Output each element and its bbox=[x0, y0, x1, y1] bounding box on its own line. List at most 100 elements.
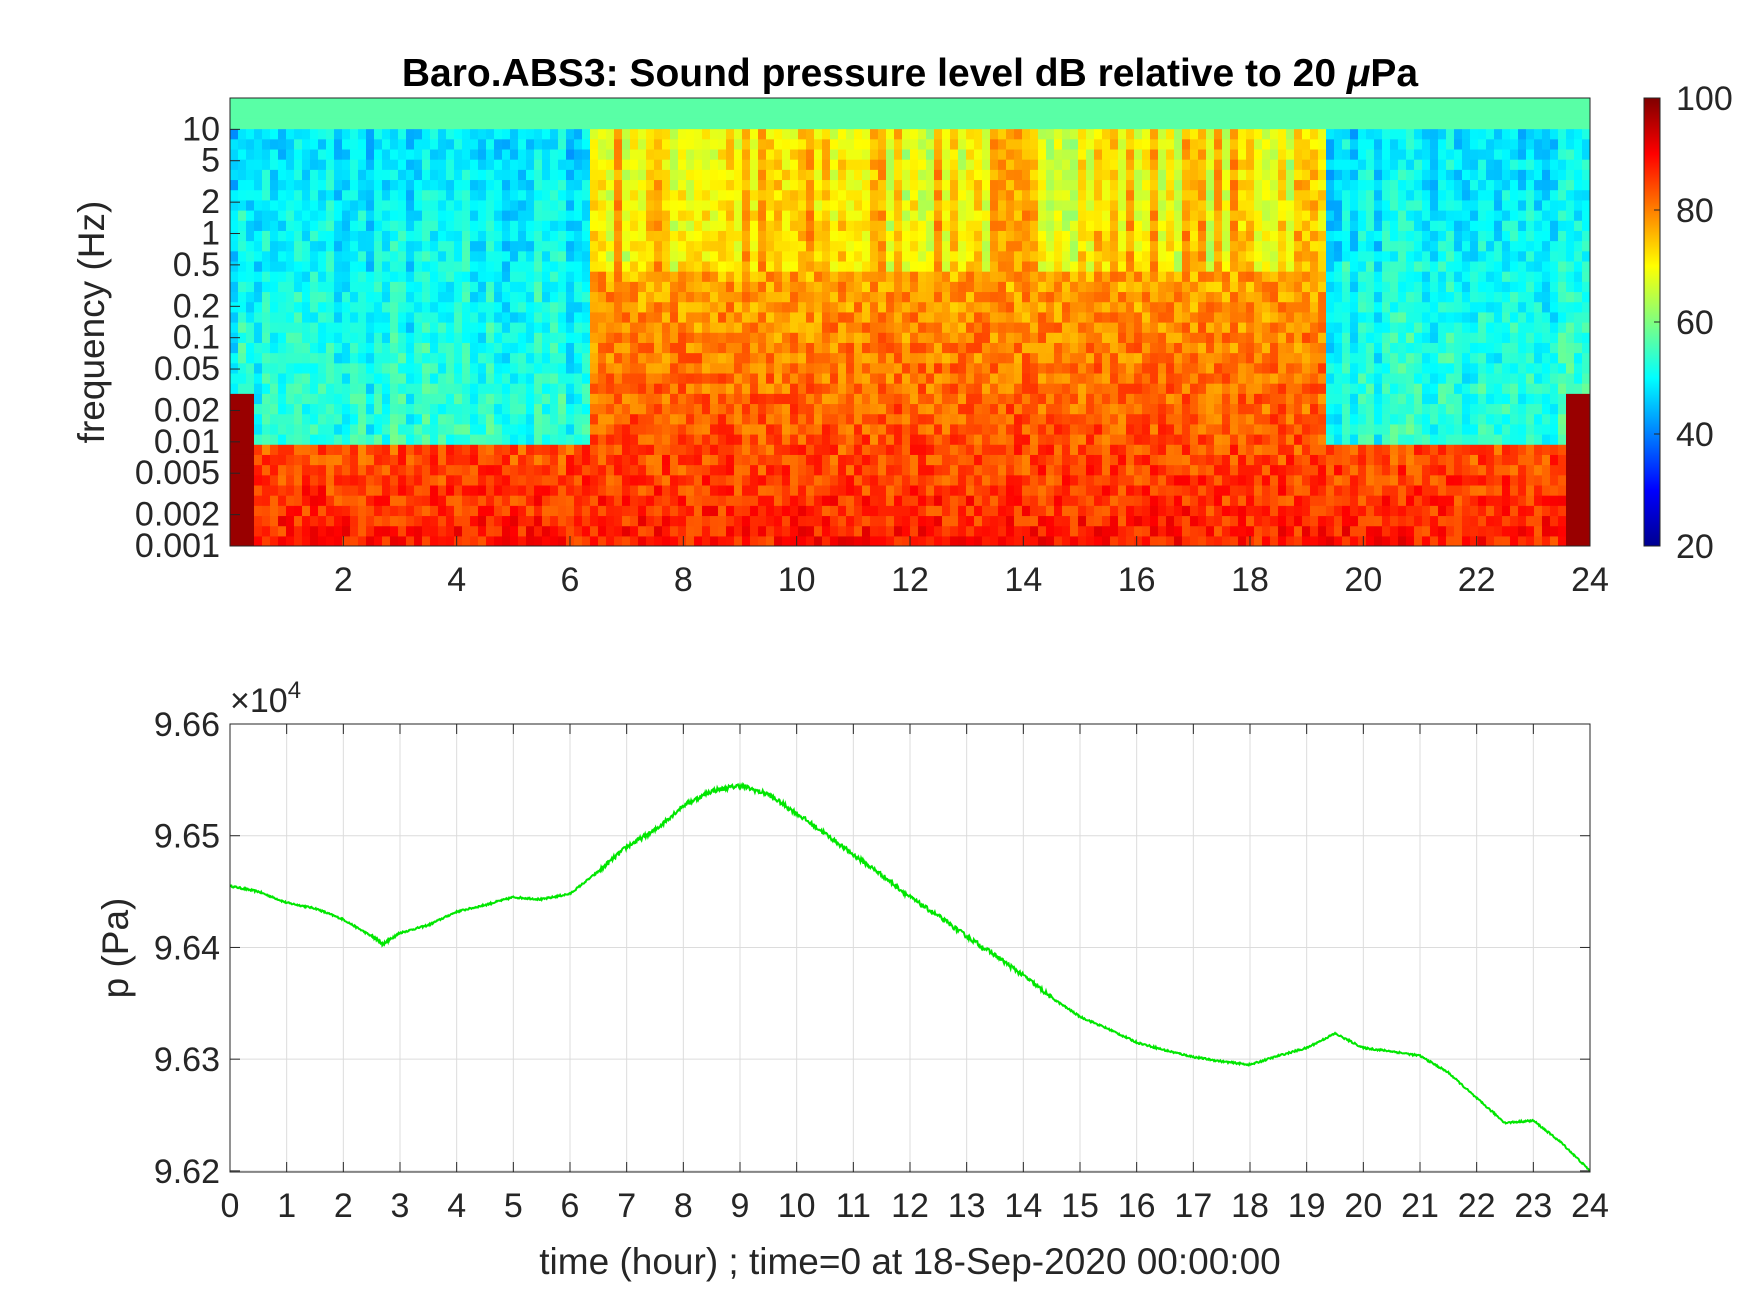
spectrogram-cell bbox=[558, 230, 567, 242]
spectrogram-cell bbox=[398, 118, 407, 130]
spectrogram-cell bbox=[838, 535, 847, 546]
spectrogram-cell bbox=[734, 525, 743, 537]
spectrogram-cell bbox=[1006, 454, 1015, 466]
spectrogram-cell bbox=[766, 199, 775, 211]
spectrogram-cell bbox=[486, 128, 495, 140]
spectrogram-cell bbox=[974, 383, 983, 394]
spectrogram-cell bbox=[662, 159, 671, 170]
spectrogram-cell bbox=[358, 128, 367, 140]
spectrogram-cell bbox=[502, 138, 511, 150]
spectrogram-cell bbox=[1126, 474, 1135, 486]
spectrogram-cell bbox=[366, 260, 375, 272]
spectrogram-cell bbox=[302, 495, 311, 506]
spectrogram-cell bbox=[814, 383, 823, 394]
spectrogram-cell bbox=[574, 393, 583, 405]
spectrogram-cell bbox=[230, 505, 239, 517]
spectrogram-cell bbox=[1134, 332, 1143, 343]
spectrogram-cell bbox=[782, 393, 791, 405]
spectrogram-cell bbox=[950, 159, 959, 170]
spectrogram-cell bbox=[382, 271, 391, 282]
spectrogram-cell bbox=[430, 474, 439, 486]
spectrogram-cell bbox=[334, 525, 343, 537]
spectrogram-cell bbox=[246, 260, 255, 272]
spectrogram-cell bbox=[310, 505, 319, 517]
spectrogram-cell bbox=[878, 322, 887, 333]
spectrogram-cell bbox=[902, 159, 911, 170]
spectrogram-cell bbox=[1094, 220, 1103, 231]
spectrogram-cell bbox=[894, 250, 903, 262]
spectrogram-cell bbox=[782, 128, 791, 140]
spectrogram-cell bbox=[950, 444, 959, 455]
spectrogram-cell bbox=[1054, 128, 1063, 140]
spectrogram-cell bbox=[814, 474, 823, 486]
spectrogram-cell bbox=[838, 342, 847, 354]
spectrogram-cell bbox=[814, 148, 823, 160]
spectrogram-cell bbox=[686, 393, 695, 405]
spectrogram-cell bbox=[510, 322, 519, 333]
spectrogram-cell bbox=[678, 148, 687, 160]
spectrogram-cell bbox=[1110, 454, 1119, 466]
spectrogram-cell bbox=[686, 403, 695, 415]
spectrogram-cell bbox=[1118, 454, 1127, 466]
spectrogram-cell bbox=[638, 383, 647, 394]
spectrogram-cell bbox=[366, 505, 375, 517]
spectrogram-cell bbox=[566, 423, 575, 435]
spectrogram-cell bbox=[966, 128, 975, 140]
spectrogram-cell bbox=[910, 434, 919, 445]
spectrogram-cell bbox=[310, 332, 319, 343]
spectrogram-cell bbox=[934, 271, 943, 282]
spectrogram-cell bbox=[998, 210, 1007, 221]
spectrogram-cell bbox=[886, 372, 895, 384]
spectrogram-cell bbox=[1110, 484, 1119, 496]
spectrogram-cell bbox=[326, 179, 335, 191]
spectrogram-cell bbox=[758, 484, 767, 496]
spectrogram-cell bbox=[1030, 148, 1039, 160]
spectrogram-cell bbox=[566, 260, 575, 272]
spectrogram-cell bbox=[294, 322, 303, 333]
spectrogram-cell bbox=[958, 128, 967, 140]
spectrogram-cell bbox=[1030, 454, 1039, 466]
spectrogram-cell bbox=[302, 403, 311, 415]
spectrogram-cell bbox=[966, 250, 975, 262]
spectrogram-cell bbox=[550, 271, 559, 282]
spectrogram-cell bbox=[246, 495, 255, 506]
spectrogram-cell bbox=[702, 260, 711, 272]
spectrogram-cell bbox=[830, 332, 839, 343]
spectrogram-cell bbox=[870, 515, 879, 527]
spectrogram-cell bbox=[886, 444, 895, 455]
spectrogram-cell bbox=[1038, 403, 1047, 415]
spectrogram-cell bbox=[662, 128, 671, 140]
spectrogram-cell bbox=[934, 250, 943, 262]
spectrogram-cell bbox=[1014, 189, 1023, 201]
spectrogram-cell bbox=[862, 128, 871, 140]
spectrogram-cell bbox=[766, 372, 775, 384]
spectrogram-cell bbox=[510, 372, 519, 384]
spectrogram-cell bbox=[974, 484, 983, 496]
spectrogram-cell bbox=[806, 322, 815, 333]
spectrogram-cell bbox=[998, 260, 1007, 272]
spectrogram-cell bbox=[526, 464, 535, 476]
spectrogram-cell bbox=[518, 220, 527, 231]
spectrogram-cell bbox=[558, 383, 567, 394]
spectrogram-cell bbox=[686, 535, 695, 546]
spectrogram-cell bbox=[382, 413, 391, 425]
spectrogram-cell bbox=[438, 128, 447, 140]
spectrogram-cell bbox=[1062, 454, 1071, 466]
spectrogram-cell bbox=[1070, 484, 1079, 496]
spectrogram-cell bbox=[1070, 108, 1079, 119]
spectrogram-cell bbox=[638, 230, 647, 242]
spectrogram-cell bbox=[702, 464, 711, 476]
spectrogram-cell bbox=[1006, 413, 1015, 425]
spectrogram-cell bbox=[982, 505, 991, 517]
spectrogram-cell bbox=[1062, 505, 1071, 517]
spectrogram-cell bbox=[710, 148, 719, 160]
spectrogram-cell bbox=[1078, 128, 1087, 140]
spectrogram-cell bbox=[766, 138, 775, 150]
spectrogram-cell bbox=[910, 505, 919, 517]
spectrogram-cell bbox=[1086, 423, 1095, 435]
spectrogram-cell bbox=[542, 413, 551, 425]
spectrogram-cell bbox=[654, 128, 663, 140]
spectrogram-cell bbox=[998, 332, 1007, 343]
spectrogram-cell bbox=[894, 505, 903, 517]
spectrogram-cell bbox=[414, 98, 423, 109]
